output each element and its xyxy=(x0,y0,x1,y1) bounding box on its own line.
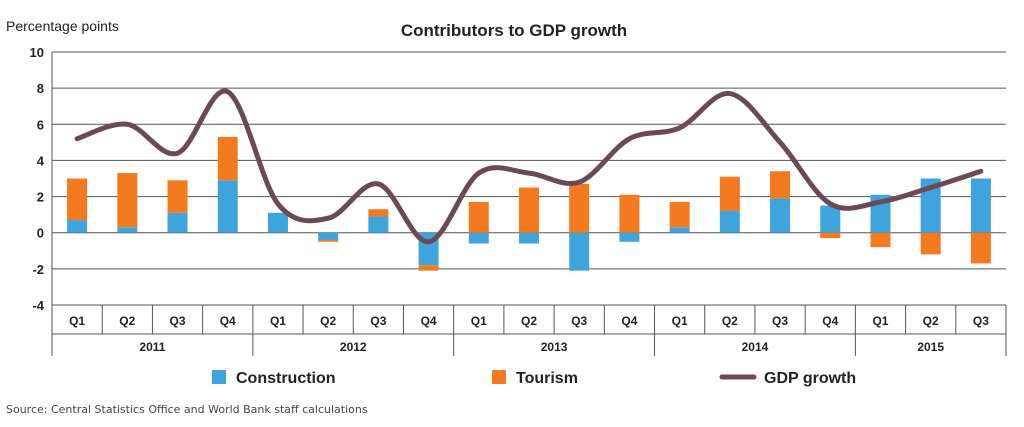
bar-tourism xyxy=(419,265,439,270)
legend: Construction Tourism GDP growth xyxy=(212,370,856,387)
bar-tourism xyxy=(670,202,690,227)
bar-construction xyxy=(67,220,87,233)
year-label: 2014 xyxy=(742,340,769,354)
bar-construction xyxy=(670,227,690,232)
y-tick-label: 10 xyxy=(30,45,44,60)
bar-construction xyxy=(619,233,639,242)
bar-construction xyxy=(168,213,188,233)
chart-title: Contributors to GDP growth xyxy=(401,21,627,40)
bar-tourism xyxy=(519,188,539,233)
bar-tourism xyxy=(218,137,238,180)
legend-label-gdp-growth: GDP growth xyxy=(764,370,856,387)
y-tick-label: 8 xyxy=(37,81,44,96)
y-axis-label: Percentage points xyxy=(6,18,119,34)
bar-tourism xyxy=(117,173,137,227)
x-tick-label: Q1 xyxy=(270,314,286,328)
x-tick-label: Q4 xyxy=(220,314,236,328)
x-tick-label: Q3 xyxy=(571,314,587,328)
x-tick-label: Q3 xyxy=(170,314,186,328)
x-tick-label: Q1 xyxy=(872,314,888,328)
bar-tourism xyxy=(368,209,388,216)
y-tick-label: -2 xyxy=(32,262,44,277)
bar-construction xyxy=(820,206,840,233)
bar-tourism xyxy=(820,233,840,238)
bar-tourism xyxy=(569,184,589,233)
legend-label-tourism: Tourism xyxy=(516,370,578,387)
bar-construction xyxy=(569,233,589,271)
bar-construction xyxy=(268,213,288,233)
bar-tourism xyxy=(469,202,489,233)
x-tick-label: Q2 xyxy=(521,314,537,328)
x-tick-label: Q3 xyxy=(973,314,989,328)
bar-tourism xyxy=(971,233,991,264)
bar-tourism xyxy=(720,177,740,211)
gridlines xyxy=(52,52,1006,305)
y-tick-label: 0 xyxy=(37,226,44,241)
bars xyxy=(67,137,991,271)
x-tick-label: Q2 xyxy=(320,314,336,328)
bar-construction xyxy=(519,233,539,244)
legend-swatch-construction xyxy=(212,370,226,384)
source-note: Source: Central Statistics Office and Wo… xyxy=(6,403,368,416)
chart: Contributors to GDP growth Percentage po… xyxy=(0,0,1024,427)
x-tick-label: Q3 xyxy=(772,314,788,328)
x-tick-label: Q4 xyxy=(822,314,838,328)
x-tick-label: Q1 xyxy=(69,314,85,328)
year-label: 2013 xyxy=(541,340,568,354)
year-label: 2015 xyxy=(917,340,944,354)
y-tick-label: -4 xyxy=(32,298,44,313)
y-tick-label: 4 xyxy=(37,153,45,168)
x-tick-label: Q2 xyxy=(119,314,135,328)
bar-tourism xyxy=(619,195,639,233)
bar-construction xyxy=(469,233,489,244)
bar-tourism xyxy=(770,171,790,198)
x-tick-label: Q1 xyxy=(672,314,688,328)
x-tick-label: Q2 xyxy=(722,314,738,328)
year-label: 2012 xyxy=(340,340,367,354)
bar-construction xyxy=(971,179,991,233)
bar-tourism xyxy=(921,233,941,255)
bar-construction xyxy=(368,216,388,232)
bar-construction xyxy=(117,227,137,232)
bar-construction xyxy=(318,233,338,240)
legend-swatch-tourism xyxy=(492,370,506,384)
x-tick-label: Q2 xyxy=(923,314,939,328)
bar-tourism xyxy=(67,179,87,221)
y-tick-label: 2 xyxy=(37,190,44,205)
legend-label-construction: Construction xyxy=(236,370,336,387)
bar-construction xyxy=(770,198,790,232)
bar-tourism xyxy=(870,233,890,247)
y-tick-label: 6 xyxy=(37,117,44,132)
x-tick-label: Q4 xyxy=(421,314,437,328)
bar-tourism xyxy=(168,180,188,213)
year-label: 2011 xyxy=(139,340,165,354)
bar-construction xyxy=(218,180,238,232)
bar-construction xyxy=(720,211,740,233)
bar-tourism xyxy=(318,240,338,242)
x-tick-label: Q4 xyxy=(621,314,637,328)
x-tick-label: Q1 xyxy=(471,314,487,328)
x-tick-label: Q3 xyxy=(370,314,386,328)
